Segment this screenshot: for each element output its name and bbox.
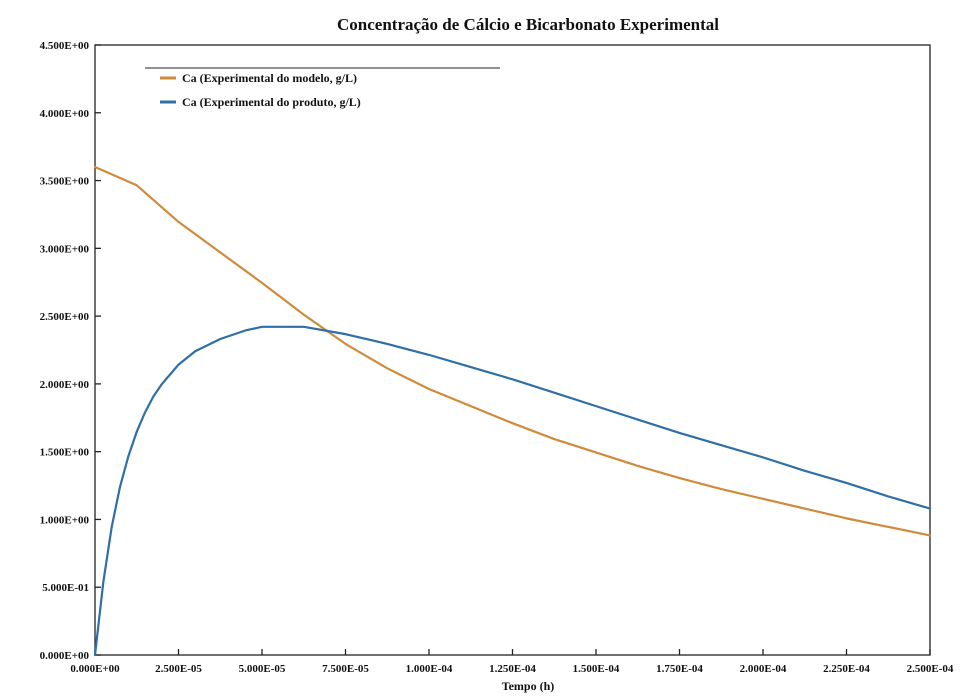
x-tick-label: 2.250E-04 — [823, 663, 870, 675]
legend: Ca (Experimental do modelo, g/L) Ca (Expe… — [145, 67, 500, 109]
y-tick-label: 0.000E+00 — [40, 650, 90, 662]
x-tick-label: 2.000E-04 — [740, 663, 787, 675]
x-tick-label: 5.000E-05 — [239, 663, 286, 675]
x-tick-label: 7.500E-05 — [322, 663, 369, 675]
plot-frame — [94, 44, 931, 656]
series-line-1 — [93, 165, 932, 537]
series-layer — [93, 165, 932, 657]
x-tick-label: 1.500E-04 — [573, 663, 620, 675]
y-tick-label: 1.000E+00 — [40, 514, 90, 526]
y-tick-label: 1.500E+00 — [40, 447, 90, 459]
x-tick-label: 1.250E-04 — [489, 663, 536, 675]
y-tick-label: 3.000E+00 — [40, 243, 90, 255]
y-tick-label: 5.000E-01 — [42, 582, 89, 594]
x-tick-label: 1.000E-04 — [406, 663, 453, 675]
series-line-2 — [93, 325, 932, 657]
x-axis-label: Tempo (h) — [502, 679, 555, 693]
x-tick-label: 1.750E-04 — [656, 663, 703, 675]
y-tick-label: 2.000E+00 — [40, 379, 90, 391]
y-tick-label: 4.000E+00 — [40, 108, 90, 120]
y-tick-label: 4.500E+00 — [40, 40, 90, 52]
legend-label: Ca (Experimental do modelo, g/L) — [182, 71, 357, 85]
y-tick-label: 2.500E+00 — [40, 311, 90, 323]
x-tick-label: 2.500E-04 — [907, 663, 954, 675]
chart-title: Concentração de Cálcio e Bicarbonato Exp… — [337, 15, 719, 34]
y-tick-label: 3.500E+00 — [40, 176, 90, 188]
axes: 0.000E+00 2.500E-05 5.000E-05 7.500E-05 1.00… — [40, 40, 954, 675]
x-tick-label: 0.000E+00 — [70, 663, 120, 675]
x-tick-label: 2.500E-05 — [155, 663, 202, 675]
legend-label: Ca (Experimental do produto, g/L) — [182, 95, 361, 109]
